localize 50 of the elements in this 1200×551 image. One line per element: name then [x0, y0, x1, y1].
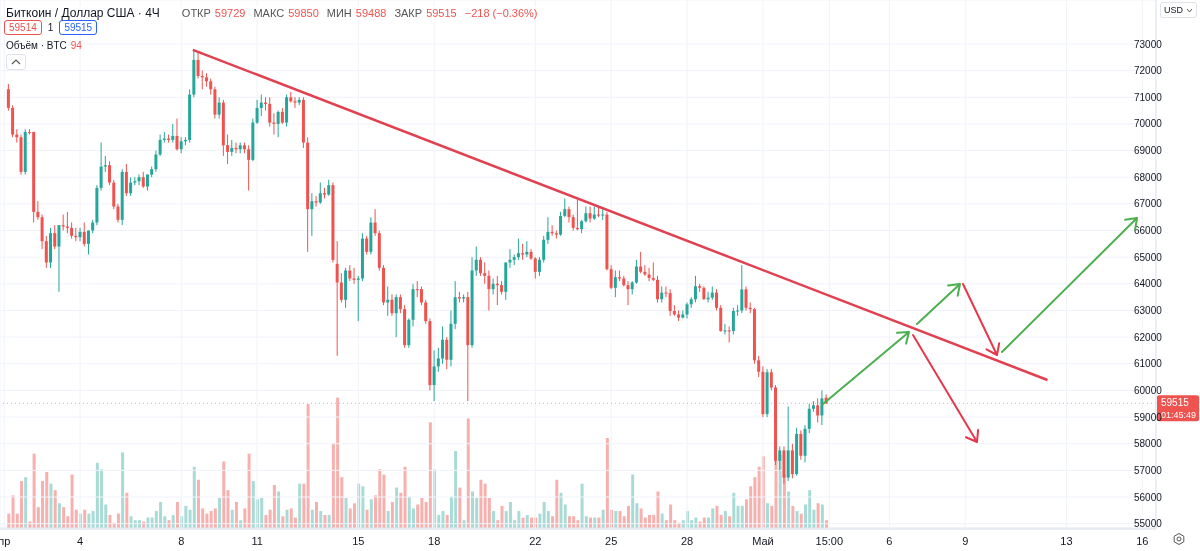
x-tick-label: 4 [77, 534, 84, 547]
annotation: 94 [70, 40, 82, 51]
y-tick-label: 55000 [1134, 518, 1163, 530]
y-tick-label: 68000 [1134, 171, 1163, 183]
x-tick-label: 15:00 [815, 534, 844, 547]
y-tick-label: 58000 [1134, 438, 1163, 450]
text: 01:45:49 [1161, 410, 1197, 421]
y-tick-label: 56000 [1134, 491, 1163, 503]
annotation: МИН [326, 7, 352, 19]
annotation: МАКС [253, 7, 285, 19]
y-tick-label: 66000 [1134, 225, 1163, 237]
y-tick-label: 64000 [1134, 278, 1163, 290]
annotation: 1 [47, 22, 54, 33]
annotation: 59515 [59, 20, 98, 35]
y-tick-label: 71000 [1134, 91, 1163, 103]
x-tick-label: 22 [529, 534, 542, 547]
text: Биткоин / Доллар США · 4Ч [6, 6, 160, 20]
annotation: ОТКР [181, 7, 211, 19]
y-tick-label: 61000 [1134, 358, 1163, 370]
annotation: 59850 [288, 7, 319, 19]
y-tick-label: 73000 [1134, 38, 1163, 50]
text: USD [1164, 5, 1184, 15]
x-tick-label: 11 [251, 534, 263, 547]
x-tick-label: 8 [178, 534, 185, 547]
annotation: 59515 [426, 7, 457, 19]
x-tick-label: 13 [1060, 534, 1073, 547]
annotation: −218 (−0.36%) [464, 7, 538, 19]
y-tick-label: 70000 [1134, 118, 1163, 130]
x-tick-label: 9 [962, 534, 969, 547]
y-tick-label: 65000 [1134, 251, 1163, 263]
x-tick-label: Май [752, 534, 774, 547]
y-tick-label: 67000 [1134, 198, 1163, 210]
annotation: Объём · BTC [6, 40, 67, 51]
x-tick-label: 16 [1136, 534, 1149, 547]
y-tick-label: 72000 [1134, 65, 1163, 77]
y-tick-label: 62000 [1134, 331, 1163, 343]
x-tick-label: 25 [605, 534, 618, 547]
x-tick-label: 18 [428, 534, 441, 547]
x-tick-label: 6 [886, 534, 893, 547]
annotation: 59488 [355, 7, 387, 19]
y-tick-label: 60000 [1134, 384, 1163, 396]
annotation: 59514 [4, 20, 42, 35]
ref-line-label: 59515 [1161, 397, 1190, 409]
y-tick-label: 57000 [1134, 464, 1163, 476]
annotation: 59729 [214, 7, 246, 19]
x-tick-label: 15 [352, 534, 365, 547]
y-tick-label: 63000 [1134, 305, 1163, 317]
annotation: ЗАКР [394, 7, 423, 19]
y-tick-label: 69000 [1134, 145, 1163, 157]
x-tick-label: 28 [680, 534, 694, 547]
